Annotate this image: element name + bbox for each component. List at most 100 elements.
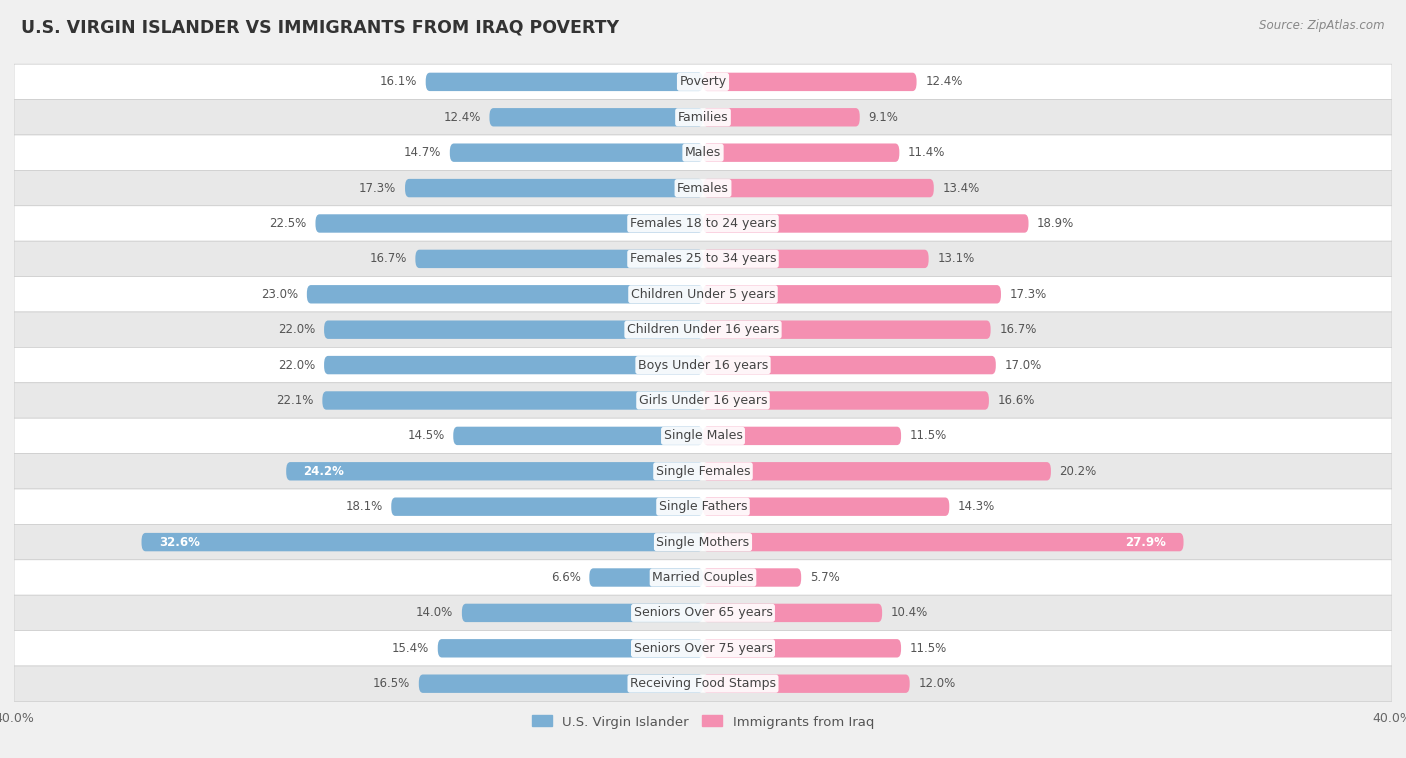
- FancyBboxPatch shape: [703, 603, 882, 622]
- Text: 20.2%: 20.2%: [1060, 465, 1097, 478]
- FancyBboxPatch shape: [14, 312, 1392, 347]
- FancyBboxPatch shape: [14, 171, 1392, 205]
- Text: 13.1%: 13.1%: [938, 252, 974, 265]
- Text: 10.4%: 10.4%: [891, 606, 928, 619]
- FancyBboxPatch shape: [14, 489, 1392, 525]
- FancyBboxPatch shape: [703, 568, 801, 587]
- FancyBboxPatch shape: [14, 241, 1392, 277]
- Text: Poverty: Poverty: [679, 75, 727, 89]
- Text: Source: ZipAtlas.com: Source: ZipAtlas.com: [1260, 19, 1385, 32]
- FancyBboxPatch shape: [703, 639, 901, 657]
- Text: 16.1%: 16.1%: [380, 75, 418, 89]
- Text: Seniors Over 75 years: Seniors Over 75 years: [634, 642, 772, 655]
- FancyBboxPatch shape: [14, 525, 1392, 560]
- Text: 16.5%: 16.5%: [373, 677, 411, 691]
- FancyBboxPatch shape: [14, 595, 1392, 631]
- FancyBboxPatch shape: [315, 215, 703, 233]
- FancyBboxPatch shape: [437, 639, 703, 657]
- FancyBboxPatch shape: [426, 73, 703, 91]
- Text: Married Couples: Married Couples: [652, 571, 754, 584]
- FancyBboxPatch shape: [703, 675, 910, 693]
- Text: Males: Males: [685, 146, 721, 159]
- FancyBboxPatch shape: [287, 462, 703, 481]
- Text: Children Under 16 years: Children Under 16 years: [627, 323, 779, 337]
- Text: 12.4%: 12.4%: [443, 111, 481, 124]
- FancyBboxPatch shape: [14, 64, 1392, 99]
- Text: Receiving Food Stamps: Receiving Food Stamps: [630, 677, 776, 691]
- FancyBboxPatch shape: [322, 391, 703, 409]
- FancyBboxPatch shape: [14, 560, 1392, 595]
- Text: 27.9%: 27.9%: [1125, 536, 1167, 549]
- Text: 11.5%: 11.5%: [910, 429, 946, 443]
- FancyBboxPatch shape: [415, 249, 703, 268]
- FancyBboxPatch shape: [703, 249, 928, 268]
- FancyBboxPatch shape: [14, 418, 1392, 453]
- FancyBboxPatch shape: [14, 347, 1392, 383]
- FancyBboxPatch shape: [391, 497, 703, 516]
- Text: 23.0%: 23.0%: [262, 288, 298, 301]
- Text: Females: Females: [678, 182, 728, 195]
- Text: 11.4%: 11.4%: [908, 146, 945, 159]
- Text: Single Females: Single Females: [655, 465, 751, 478]
- FancyBboxPatch shape: [307, 285, 703, 303]
- FancyBboxPatch shape: [14, 666, 1392, 701]
- FancyBboxPatch shape: [14, 277, 1392, 312]
- FancyBboxPatch shape: [14, 453, 1392, 489]
- Text: Children Under 5 years: Children Under 5 years: [631, 288, 775, 301]
- Text: 14.7%: 14.7%: [404, 146, 441, 159]
- Text: Single Males: Single Males: [664, 429, 742, 443]
- Text: 5.7%: 5.7%: [810, 571, 839, 584]
- FancyBboxPatch shape: [489, 108, 703, 127]
- Text: 16.7%: 16.7%: [370, 252, 406, 265]
- FancyBboxPatch shape: [703, 321, 991, 339]
- FancyBboxPatch shape: [450, 143, 703, 162]
- Text: 18.1%: 18.1%: [346, 500, 382, 513]
- Text: 14.5%: 14.5%: [408, 429, 444, 443]
- Text: 13.4%: 13.4%: [942, 182, 980, 195]
- FancyBboxPatch shape: [142, 533, 703, 551]
- FancyBboxPatch shape: [14, 135, 1392, 171]
- FancyBboxPatch shape: [703, 462, 1050, 481]
- FancyBboxPatch shape: [703, 73, 917, 91]
- Text: 12.0%: 12.0%: [918, 677, 956, 691]
- Text: 17.3%: 17.3%: [1010, 288, 1047, 301]
- FancyBboxPatch shape: [703, 108, 859, 127]
- Text: 14.3%: 14.3%: [957, 500, 995, 513]
- FancyBboxPatch shape: [703, 179, 934, 197]
- Text: 17.3%: 17.3%: [359, 182, 396, 195]
- FancyBboxPatch shape: [703, 285, 1001, 303]
- FancyBboxPatch shape: [14, 99, 1392, 135]
- FancyBboxPatch shape: [703, 391, 988, 409]
- Text: Single Fathers: Single Fathers: [659, 500, 747, 513]
- Text: 14.0%: 14.0%: [416, 606, 453, 619]
- FancyBboxPatch shape: [419, 675, 703, 693]
- FancyBboxPatch shape: [703, 533, 1184, 551]
- Text: Boys Under 16 years: Boys Under 16 years: [638, 359, 768, 371]
- Text: 15.4%: 15.4%: [392, 642, 429, 655]
- Text: 22.5%: 22.5%: [270, 217, 307, 230]
- Text: 32.6%: 32.6%: [159, 536, 200, 549]
- Text: 22.0%: 22.0%: [278, 323, 315, 337]
- FancyBboxPatch shape: [589, 568, 703, 587]
- FancyBboxPatch shape: [453, 427, 703, 445]
- Text: Families: Families: [678, 111, 728, 124]
- FancyBboxPatch shape: [323, 321, 703, 339]
- FancyBboxPatch shape: [703, 497, 949, 516]
- FancyBboxPatch shape: [14, 383, 1392, 418]
- Text: Females 25 to 34 years: Females 25 to 34 years: [630, 252, 776, 265]
- FancyBboxPatch shape: [703, 143, 900, 162]
- Text: 9.1%: 9.1%: [869, 111, 898, 124]
- Text: 16.6%: 16.6%: [997, 394, 1035, 407]
- FancyBboxPatch shape: [323, 356, 703, 374]
- Text: 11.5%: 11.5%: [910, 642, 946, 655]
- FancyBboxPatch shape: [703, 356, 995, 374]
- FancyBboxPatch shape: [461, 603, 703, 622]
- FancyBboxPatch shape: [14, 631, 1392, 666]
- Text: Girls Under 16 years: Girls Under 16 years: [638, 394, 768, 407]
- Text: 24.2%: 24.2%: [304, 465, 344, 478]
- Text: 22.1%: 22.1%: [277, 394, 314, 407]
- FancyBboxPatch shape: [703, 427, 901, 445]
- Text: 6.6%: 6.6%: [551, 571, 581, 584]
- Text: 16.7%: 16.7%: [1000, 323, 1036, 337]
- Text: Seniors Over 65 years: Seniors Over 65 years: [634, 606, 772, 619]
